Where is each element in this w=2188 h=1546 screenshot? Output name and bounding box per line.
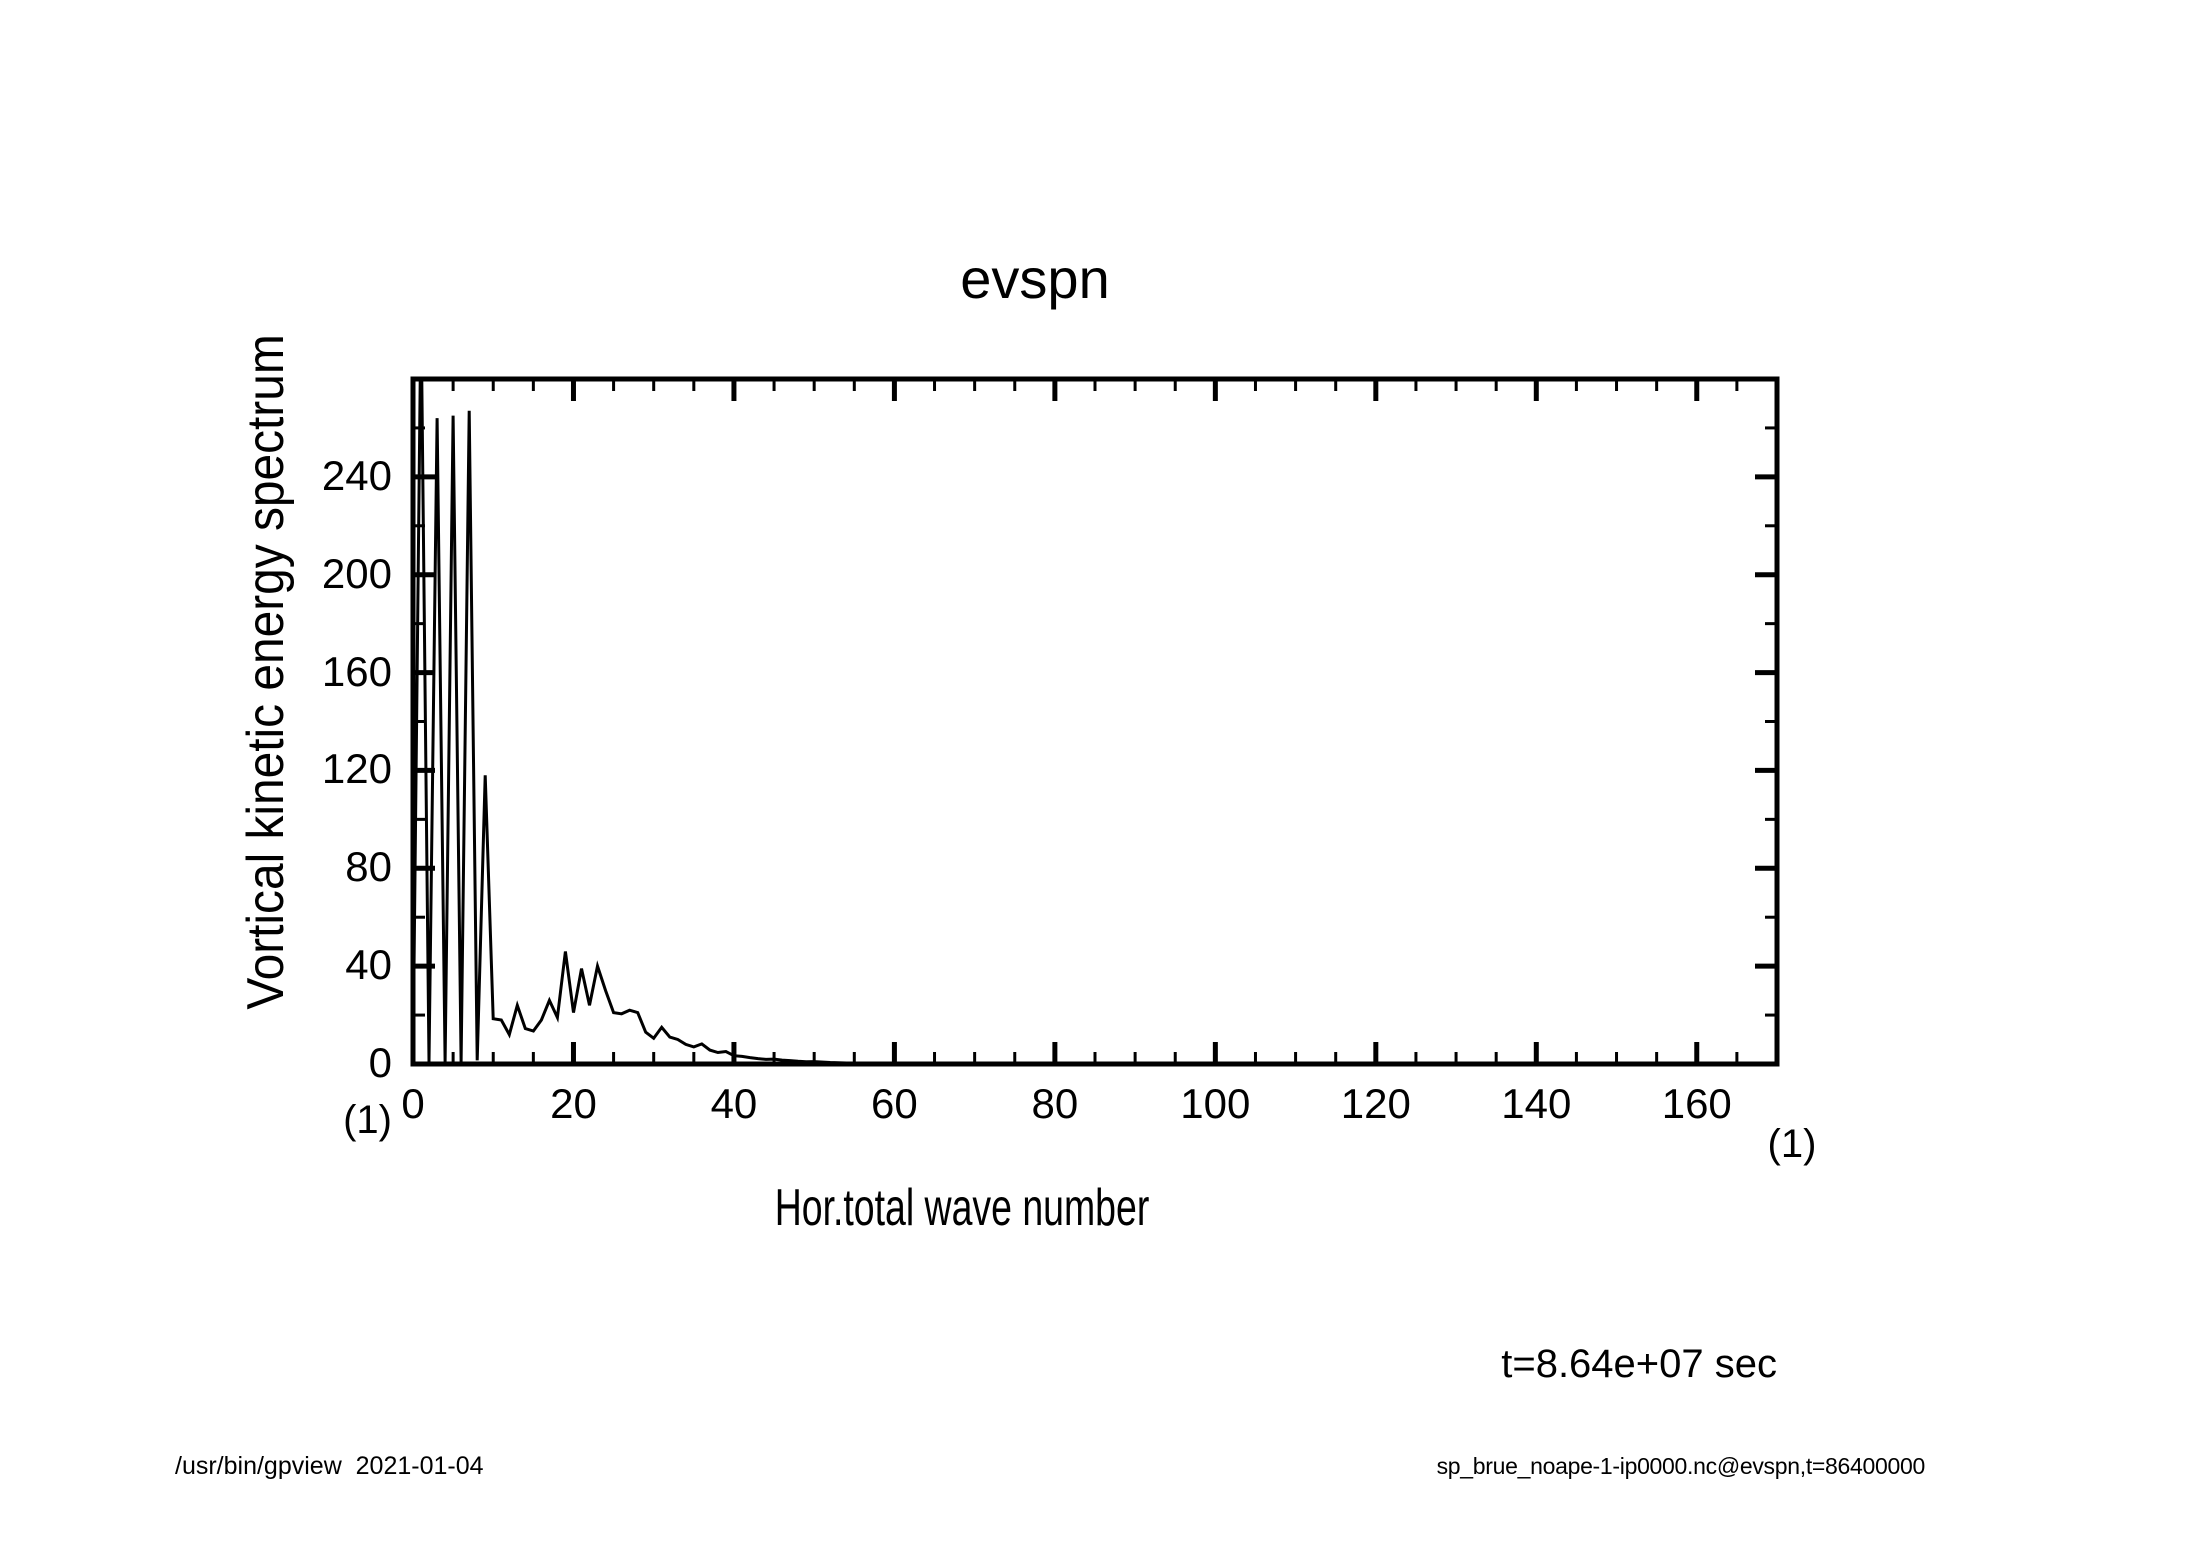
x-axis-label: Hor.total wave number xyxy=(774,1179,1150,1237)
y-tick-label: 160 xyxy=(321,647,392,695)
x-axis-unit: (1) xyxy=(1767,1122,1817,1166)
plot-title: evspn xyxy=(960,247,1110,310)
footer-command-and-date: /usr/bin/gpview 2021-01-04 xyxy=(175,1452,484,1480)
y-tick-label: 120 xyxy=(321,745,392,793)
y-tick-label: 240 xyxy=(321,451,392,499)
x-tick-label: 60 xyxy=(871,1080,918,1127)
y-axis-unit: (1) xyxy=(343,1098,392,1142)
time-annotation: t=8.64e+07 sec xyxy=(1501,1342,1777,1386)
x-tick-label: 20 xyxy=(550,1080,597,1127)
y-tick-label: 80 xyxy=(345,843,392,891)
x-tick-label: 0 xyxy=(401,1080,425,1127)
x-tick-label: 100 xyxy=(1180,1080,1251,1127)
x-tick-label: 160 xyxy=(1661,1080,1732,1127)
x-tick-label: 140 xyxy=(1501,1080,1572,1127)
spectrum-curve xyxy=(413,379,1777,1064)
y-tick-label: 40 xyxy=(345,941,392,989)
footer-source-file: sp_brue_noape-1-ip0000.nc@evspn,t=864000… xyxy=(1436,1453,1926,1479)
y-tick-label: 0 xyxy=(368,1039,392,1086)
plot-frame xyxy=(410,376,1780,1067)
x-tick-label: 120 xyxy=(1340,1080,1411,1127)
x-tick-label: 40 xyxy=(710,1080,758,1127)
y-tick-label: 200 xyxy=(321,549,392,597)
x-tick-label: 80 xyxy=(1031,1080,1079,1127)
